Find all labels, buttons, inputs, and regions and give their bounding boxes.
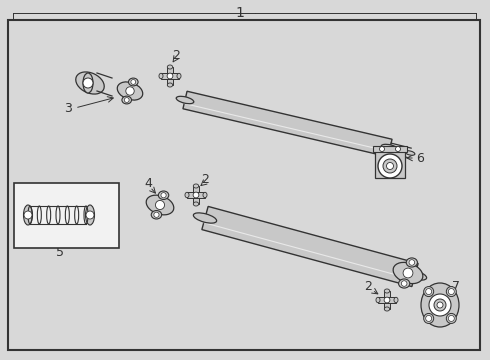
Circle shape (409, 260, 415, 265)
Circle shape (161, 193, 166, 198)
Circle shape (379, 147, 385, 152)
Ellipse shape (146, 195, 174, 215)
Text: 4: 4 (144, 176, 152, 189)
Ellipse shape (381, 144, 399, 152)
Bar (384, 291, 390, 309)
Ellipse shape (446, 314, 456, 323)
Circle shape (193, 192, 199, 198)
Circle shape (383, 159, 397, 173)
Text: 2: 2 (172, 49, 180, 62)
Circle shape (426, 289, 432, 294)
Ellipse shape (394, 297, 398, 303)
Ellipse shape (128, 78, 138, 86)
Ellipse shape (384, 307, 390, 311)
Ellipse shape (193, 202, 199, 206)
Circle shape (387, 162, 393, 170)
Text: 5: 5 (56, 246, 64, 258)
Ellipse shape (393, 262, 423, 284)
Ellipse shape (193, 184, 199, 188)
Circle shape (434, 299, 446, 311)
Ellipse shape (76, 72, 104, 94)
Ellipse shape (122, 96, 131, 104)
Ellipse shape (194, 213, 217, 223)
Text: 6: 6 (416, 152, 424, 165)
Circle shape (131, 80, 136, 84)
Ellipse shape (176, 96, 194, 104)
Ellipse shape (406, 258, 417, 267)
Ellipse shape (158, 191, 169, 199)
Ellipse shape (203, 192, 207, 198)
Bar (373, 146, 407, 152)
Ellipse shape (83, 73, 93, 93)
Ellipse shape (159, 73, 163, 79)
Ellipse shape (398, 279, 410, 288)
Bar (378, 297, 396, 303)
Circle shape (403, 268, 413, 278)
Circle shape (154, 212, 159, 217)
Circle shape (126, 87, 134, 95)
Ellipse shape (151, 211, 162, 219)
Ellipse shape (185, 192, 189, 198)
Circle shape (167, 73, 173, 79)
Polygon shape (183, 91, 392, 157)
Text: 7: 7 (452, 280, 460, 293)
Ellipse shape (446, 287, 456, 297)
Circle shape (384, 297, 390, 303)
Text: 2: 2 (364, 279, 372, 292)
Ellipse shape (167, 65, 172, 69)
Text: 1: 1 (236, 6, 245, 20)
Ellipse shape (421, 283, 459, 327)
Bar (161, 73, 179, 79)
Ellipse shape (117, 82, 143, 100)
Ellipse shape (424, 287, 434, 297)
Bar (187, 192, 205, 198)
Ellipse shape (24, 205, 32, 225)
Bar (14, 183, 119, 248)
Circle shape (437, 302, 443, 308)
Circle shape (24, 211, 32, 219)
Circle shape (124, 98, 129, 103)
Circle shape (429, 294, 451, 316)
Circle shape (448, 315, 454, 321)
Bar (167, 67, 172, 85)
Ellipse shape (384, 289, 390, 293)
Ellipse shape (167, 83, 172, 87)
Bar (375, 150, 405, 178)
Circle shape (395, 147, 400, 152)
Circle shape (401, 281, 407, 286)
Bar (193, 186, 199, 204)
Circle shape (448, 289, 454, 294)
Polygon shape (202, 206, 418, 287)
Text: 2: 2 (201, 172, 209, 185)
Circle shape (83, 78, 93, 88)
Ellipse shape (403, 270, 427, 280)
Ellipse shape (405, 151, 415, 155)
Circle shape (426, 315, 432, 321)
Ellipse shape (376, 297, 380, 303)
Ellipse shape (177, 73, 181, 79)
Circle shape (86, 211, 94, 219)
Text: 3: 3 (64, 102, 72, 114)
Circle shape (155, 201, 165, 210)
Ellipse shape (424, 314, 434, 323)
Ellipse shape (85, 205, 95, 225)
Circle shape (378, 154, 402, 178)
